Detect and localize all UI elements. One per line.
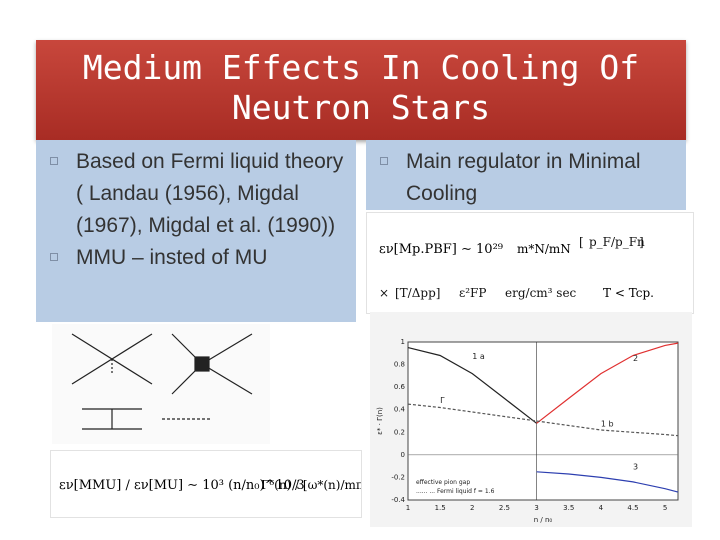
x-tick-label: 2.5 bbox=[499, 504, 510, 512]
svg-text:]: ] bbox=[639, 235, 644, 249]
chart-annotation: 3 bbox=[633, 463, 638, 472]
formula-bottom-rhs: Γ⁶(n) / [ω*(n)/mπ]⁸ bbox=[261, 478, 361, 492]
svg-text:ε²FP: ε²FP bbox=[459, 286, 486, 300]
bullet-square-icon bbox=[50, 253, 58, 261]
y-axis-label: ε* · Γ(n) bbox=[376, 407, 384, 435]
formula-top-lhs: εν[Mp.PBF] ∼ 10²⁹ bbox=[379, 242, 503, 257]
title-bar bbox=[36, 40, 686, 140]
y-tick-label: -0.4 bbox=[391, 496, 405, 504]
y-tick-label: 0.8 bbox=[394, 361, 405, 369]
bullet-square-icon bbox=[50, 157, 58, 165]
svg-text:p_F/p_Fn: p_F/p_Fn bbox=[589, 235, 645, 249]
formula-bottom-lhs: εν[MMU] / εν[MU] ∼ 10³ (n/n₀)^10/3 bbox=[59, 478, 305, 493]
x-tick-label: 3.5 bbox=[563, 504, 574, 512]
right-bullet-list: Main regulator in Minimal Cooling bbox=[366, 146, 666, 210]
x-axis-label: n / n₀ bbox=[534, 516, 553, 524]
series-line-1 bbox=[407, 347, 537, 424]
x-tick-label: 4.5 bbox=[627, 504, 638, 512]
gap-chart-image: 1 1.5 2 2.5 3 3.5 4 4.5 5 1 0.8 0.6 0.4 0.2 0 -0.2 -0.4 1… bbox=[370, 312, 692, 527]
slide-title: Medium Effects In Cooling Of Neutron Sta… bbox=[36, 48, 686, 128]
formula-mmu: εν[MMU] / εν[MU] ∼ 10³ (n/n₀)^10/3 Γ⁶(n)… bbox=[59, 478, 373, 493]
chart-annotation: 2 bbox=[633, 354, 638, 363]
title-line-1: Medium Effects In Cooling Of bbox=[82, 48, 640, 87]
y-tick-label: 0.4 bbox=[394, 406, 406, 414]
gap-chart: 1 1.5 2 2.5 3 3.5 4 4.5 5 1 0.8 0.6 0.4 0.2 0 -0.2 -0.4 1… bbox=[376, 338, 679, 524]
chart-annotation: Γ bbox=[440, 396, 445, 405]
feynman-diagrams bbox=[71, 333, 253, 430]
formula-top-tail: T < Tcp. bbox=[603, 286, 654, 300]
x-tick-label: 1 bbox=[406, 504, 410, 512]
left-bullet-1: Based on Fermi liquid theory ( Landau (1… bbox=[36, 146, 354, 242]
series-line-2 bbox=[536, 342, 679, 424]
formula-top-term: m*N/mN bbox=[517, 242, 571, 256]
left-content-panel: Based on Fermi liquid theory ( Landau (1… bbox=[36, 140, 356, 322]
feynman-diagrams-image bbox=[52, 324, 270, 444]
svg-text:[T/Δpp]: [T/Δpp] bbox=[395, 286, 440, 300]
formula-image-mp-pbf: εν[Mp.PBF] ∼ 10²⁹ m*N/mN [ p_F/p_Fn] × [T… bbox=[366, 212, 694, 314]
svg-text:[: [ bbox=[579, 235, 584, 249]
formula-image-mmu: εν[MMU] / εν[MU] ∼ 10³ (n/n₀)^10/3 Γ⁶(n)… bbox=[50, 450, 373, 518]
bullet-square-icon bbox=[380, 157, 388, 165]
series-line-3 bbox=[407, 403, 679, 437]
x-tick-label: 5 bbox=[663, 504, 667, 512]
left-bullet-2: MMU – insted of MU bbox=[36, 242, 354, 274]
y-tick-label: 0 bbox=[401, 451, 405, 459]
formula-mp-pbf: εν[Mp.PBF] ∼ 10²⁹ m*N/mN [ p_F/p_Fn] × [T… bbox=[379, 235, 654, 300]
chart-annotation: 1 a bbox=[472, 352, 485, 361]
x-tick-label: 3 bbox=[534, 504, 538, 512]
title-line-2: Neutron Stars bbox=[231, 88, 491, 127]
svg-text:×: × bbox=[379, 286, 389, 300]
x-tick-label: 2 bbox=[470, 504, 474, 512]
y-tick-label: 0.2 bbox=[394, 428, 405, 436]
left-bullet-list: Based on Fermi liquid theory ( Landau (1… bbox=[36, 146, 354, 274]
right-content-panel: Main regulator in Minimal Cooling bbox=[366, 140, 686, 210]
legend-entry: ...... ... Fermi liquid f = 1.6 bbox=[416, 488, 495, 495]
legend-entry: effective pion gap bbox=[416, 479, 470, 486]
right-bullet-1: Main regulator in Minimal Cooling bbox=[366, 146, 666, 210]
svg-text:erg/cm³ sec: erg/cm³ sec bbox=[505, 286, 577, 300]
series-line-4 bbox=[536, 471, 679, 493]
y-tick-label: 0.6 bbox=[394, 383, 406, 391]
y-tick-label: -0.2 bbox=[391, 473, 405, 481]
plot-area bbox=[407, 341, 679, 501]
x-tick-label: 1.5 bbox=[435, 504, 446, 512]
y-tick-label: 1 bbox=[401, 338, 405, 346]
chart-annotation: 1 b bbox=[601, 420, 614, 429]
x-tick-label: 4 bbox=[599, 504, 604, 512]
